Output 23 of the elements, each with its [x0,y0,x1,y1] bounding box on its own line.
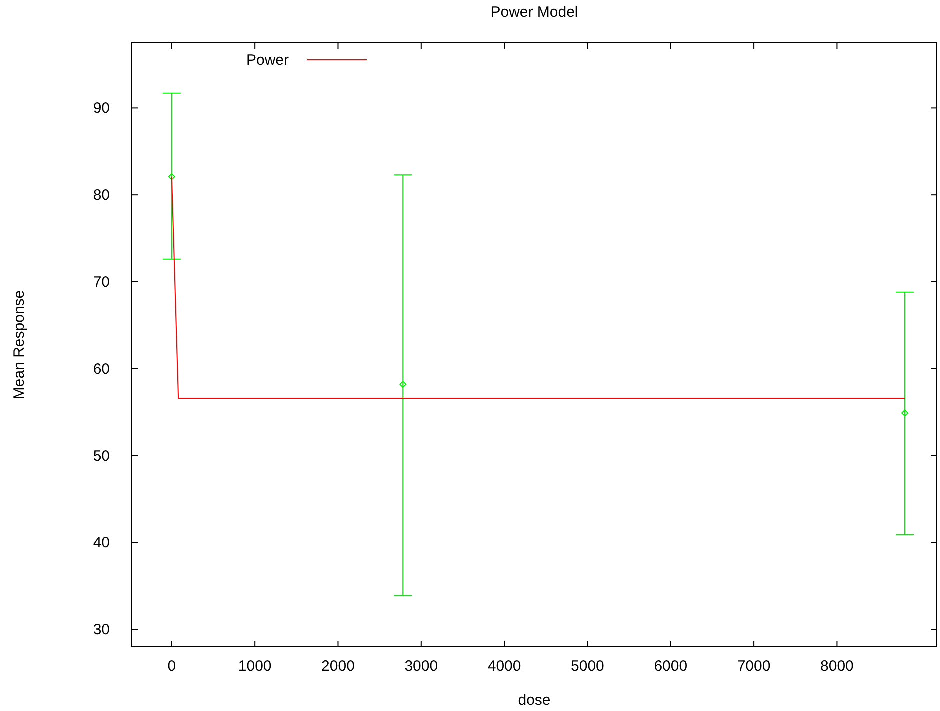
x-tick-label: 5000 [571,658,604,675]
y-tick-label: 80 [93,187,110,204]
y-tick-label: 90 [93,100,110,118]
point [400,381,407,388]
point [168,173,176,180]
x-tick-label: 1000 [238,658,272,675]
x-tick-label: 8000 [820,658,854,675]
y-tick-label: 30 [93,622,110,639]
point [901,410,908,417]
x-axis-title: dose [518,692,551,709]
y-tick-label: 70 [93,274,110,291]
x-tick-label: 0 [168,658,176,675]
x-tick-label: 4000 [488,658,522,675]
x-tick-label: 3000 [404,658,438,675]
x-tick-label: 2000 [322,658,355,675]
y-tick-label: 50 [93,448,110,465]
y-axis-title: Mean Response [11,290,28,400]
x-tick-label: 7000 [737,658,771,675]
x-tick-label: 6000 [654,658,688,675]
chart-title: Power Model [490,4,578,21]
legend-label: Power [246,52,289,69]
y-tick-label: 40 [93,534,110,552]
y-tick-label: 60 [93,360,110,378]
